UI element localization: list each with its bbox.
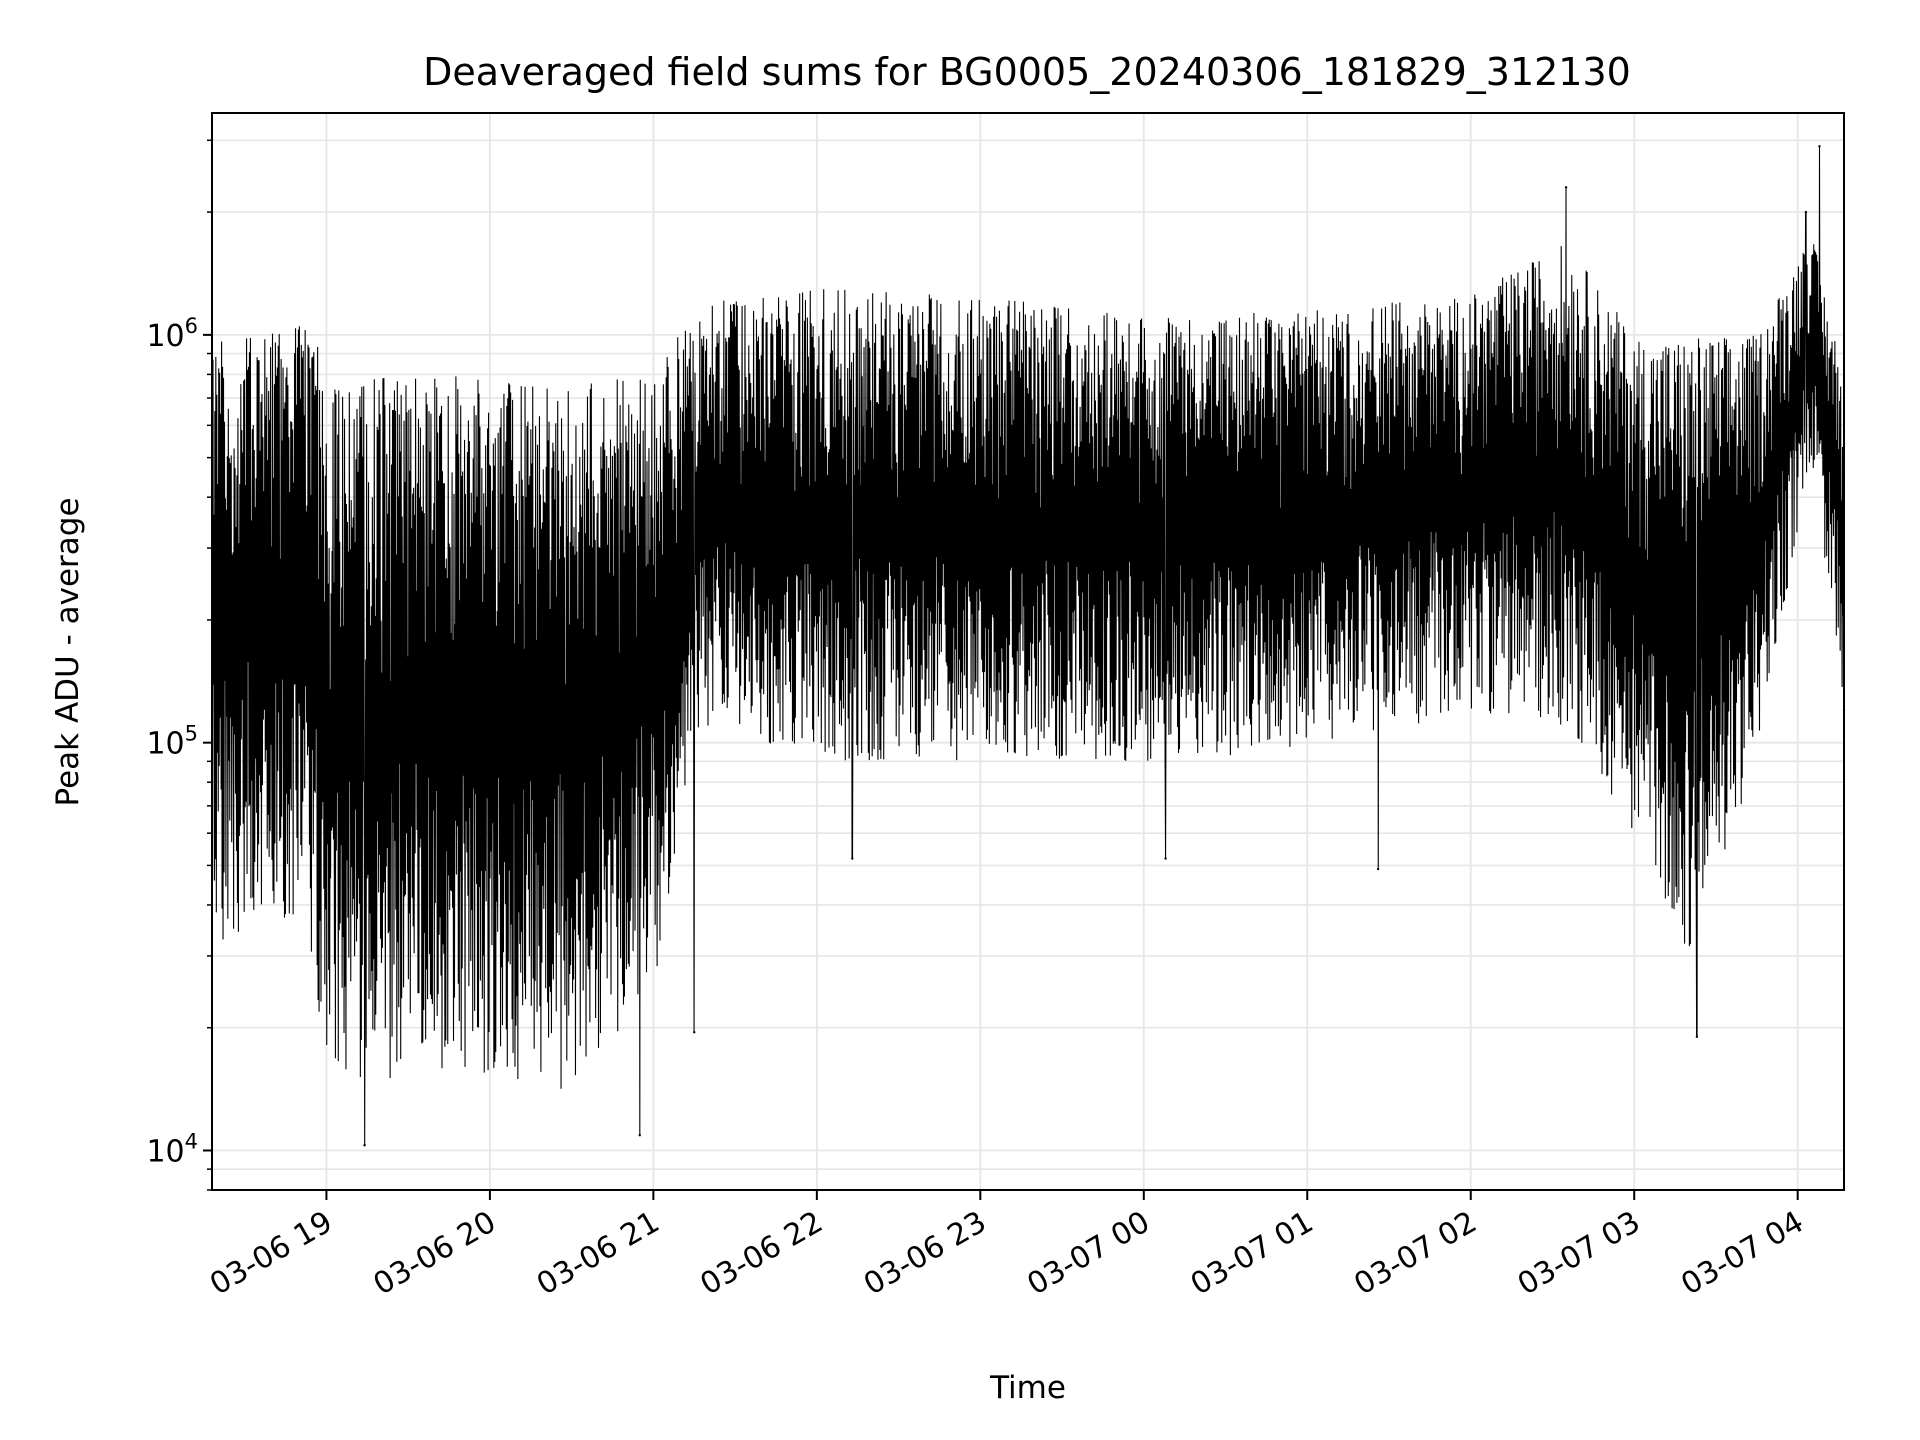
y-tick-label: 106 [146,314,198,354]
y-tick-label: 105 [146,722,198,762]
data-point [1164,857,1167,860]
chart-title: Deaveraged field sums for BG0005_2024030… [423,50,1631,94]
data-point [1695,1035,1699,1039]
data-point [1818,145,1821,148]
data-point [693,1031,696,1034]
data-point [363,1144,366,1147]
data-point [1376,867,1380,871]
data-point [1804,210,1808,214]
y-axis-label: Peak ADU - average [50,497,86,806]
series-layer [211,145,1846,1147]
data-point [851,857,854,860]
y-tick-label: 104 [146,1129,198,1169]
data-point [638,1134,641,1137]
series-line [211,146,1845,1146]
data-point [1564,186,1568,189]
plot-frame [211,112,1845,1191]
x-axis-label: Time [989,1370,1066,1406]
y-axis: 104 105 106 [146,139,212,1191]
